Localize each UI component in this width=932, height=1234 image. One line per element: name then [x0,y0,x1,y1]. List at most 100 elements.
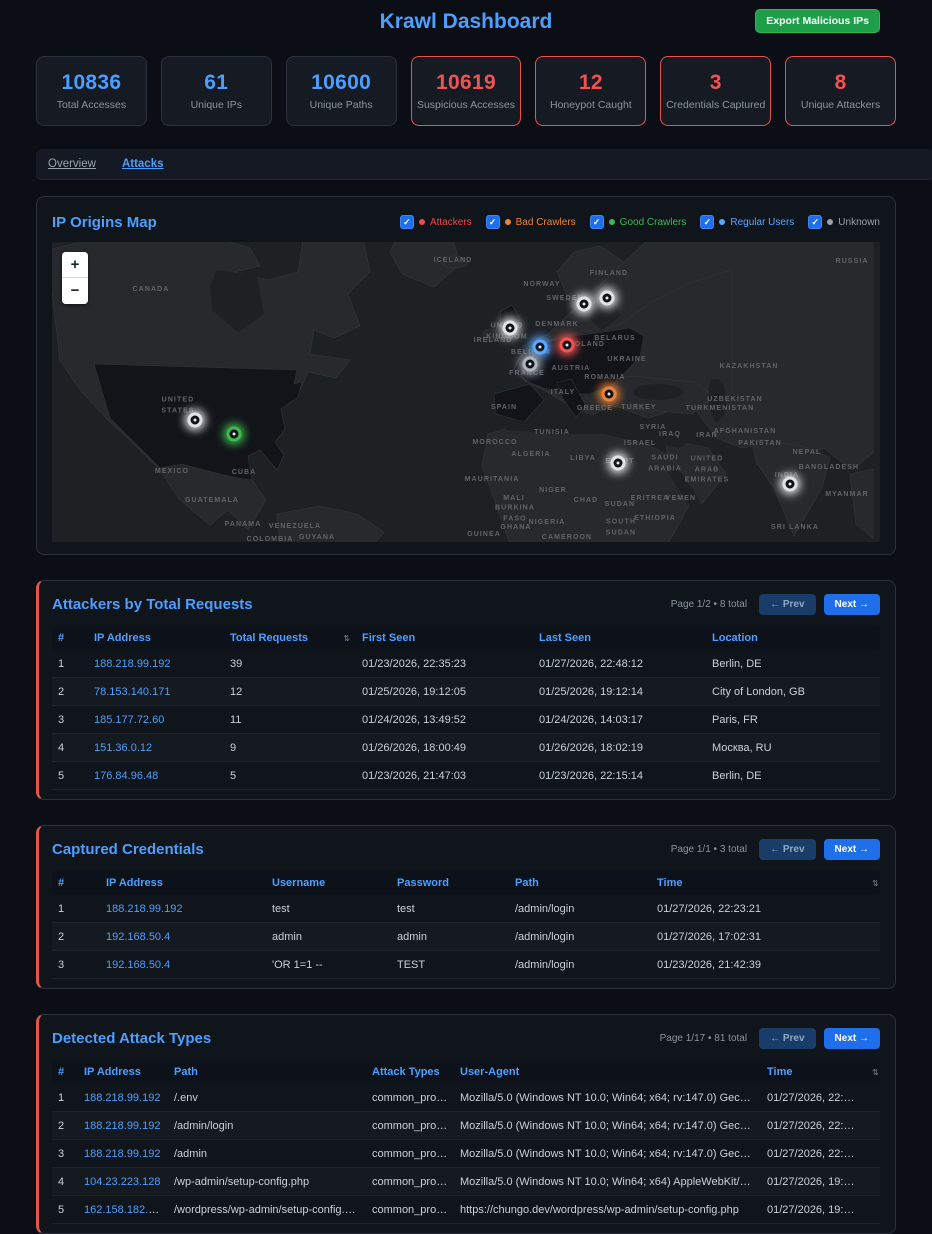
column-header[interactable]: IP Address [94,632,151,644]
user-agent-cell: https://chungo.dev/wordpress/wp-admin/se… [460,1203,739,1216]
stat-label: Unique Attackers [800,99,881,111]
column-header[interactable]: Password [397,877,449,889]
ip-link[interactable]: 176.84.96.48 [94,769,159,782]
stat-label: Honeypot Caught [549,99,632,111]
username-cell: test [272,902,290,915]
row-rank: 3 [58,713,65,726]
map-legend: ✓ Attackers ✓ Bad Crawlers ✓ Good Crawl [399,215,880,229]
table-row: 1 188.218.99.192 /.env common_probes Moz… [52,1084,880,1112]
table-row: 3 188.218.99.192 /admin common_probes Mo… [52,1140,880,1168]
column-header[interactable]: ⇅ [866,879,880,888]
legend-label: Bad Crawlers [515,216,576,228]
map-marker[interactable] [576,296,592,312]
legend-item[interactable]: ✓ Attackers [399,215,472,229]
ip-link[interactable]: 188.218.99.192 [94,657,171,670]
column-header[interactable]: ⇅ [866,1068,880,1077]
map-marker[interactable] [599,290,615,306]
map-marker[interactable] [782,476,798,492]
column-header[interactable]: Attack Types [372,1066,440,1078]
column-header[interactable]: # [58,877,65,889]
total-requests-cell: 5 [230,769,237,782]
column-header[interactable]: Time [657,877,683,889]
path-cell: /admin [174,1147,208,1160]
ip-link[interactable]: 185.177.72.60 [94,713,165,726]
attack-types-next-button[interactable]: Next → [823,1028,880,1049]
column-header[interactable]: First Seen [362,632,416,644]
map-marker[interactable] [601,386,617,402]
zoom-in-button[interactable]: + [62,252,88,278]
legend-item[interactable]: ✓ Unknown [808,215,880,229]
attackers-prev-button[interactable]: ← Prev [759,594,816,615]
ip-link[interactable]: 192.168.50.4 [106,930,171,943]
credentials-section: Captured Credentials Page 1/1 • 3 total … [36,825,896,989]
legend-item[interactable]: ✓ Good Crawlers [589,215,686,229]
ip-link[interactable]: 192.168.50.4 [106,958,171,971]
table-row: 5 176.84.96.48 5 01/23/2026, 21:47:03 01… [52,762,880,790]
table-row: 2 188.218.99.192 /admin/login common_pro… [52,1112,880,1140]
column-header[interactable]: Path [515,877,539,889]
map-marker[interactable] [226,426,242,442]
legend-item[interactable]: ✓ Regular Users [700,215,794,229]
attack-type-cell: common_probes [372,1091,454,1104]
ip-link[interactable]: 188.218.99.192 [84,1147,161,1160]
row-rank: 1 [58,902,65,915]
ip-link[interactable]: 188.218.99.192 [84,1091,161,1104]
tab-attacks[interactable]: Attacks [121,158,164,170]
map-marker[interactable] [532,339,548,355]
total-requests-cell: 11 [230,713,242,726]
column-header[interactable]: IP Address [84,1066,141,1078]
map-marker[interactable] [522,356,538,372]
path-cell: /.env [174,1091,198,1104]
tab-overview[interactable]: Overview [48,158,96,170]
column-header[interactable]: Path [174,1066,198,1078]
row-rank: 1 [58,657,65,670]
legend-checkbox[interactable]: ✓ [399,215,414,229]
column-header[interactable]: Time [767,1066,793,1078]
table-row: 1 188.218.99.192 39 01/23/2026, 22:35:23… [52,650,880,678]
attack-types-prev-button[interactable]: ← Prev [759,1028,816,1049]
column-header[interactable]: # [58,632,65,644]
credentials-prev-button[interactable]: ← Prev [759,839,816,860]
map-marker[interactable] [187,412,203,428]
ip-link[interactable]: 188.218.99.192 [84,1119,161,1132]
zoom-out-button[interactable]: − [62,278,88,304]
legend-checkbox[interactable]: ✓ [700,215,715,229]
column-header[interactable]: IP Address [106,877,163,889]
legend-checkbox[interactable]: ✓ [808,215,823,229]
map-marker[interactable] [610,455,626,471]
row-rank: 1 [58,1091,65,1104]
ip-link[interactable]: 151.36.0.12 [94,741,153,754]
legend-item[interactable]: ✓ Bad Crawlers [485,215,576,229]
legend-checkbox[interactable]: ✓ [589,215,604,229]
stat-card: 3 Credentials Captured [660,56,772,126]
ip-link[interactable]: 188.218.99.192 [106,902,183,915]
column-header[interactable]: Last Seen [539,632,591,644]
ip-link[interactable]: 78.153.140.171 [94,685,171,698]
ip-link[interactable]: 104.23.223.128 [84,1175,161,1188]
stat-label: Unique IPs [190,99,242,111]
first-seen-cell: 01/23/2026, 22:35:23 [362,657,466,670]
password-cell: test [397,902,415,915]
column-header[interactable]: # [58,1066,65,1078]
table-row: 5 162.158.182.104 /wordpress/wp-admin/se… [52,1196,880,1224]
column-header[interactable]: Location [712,632,758,644]
column-header[interactable]: Total Requests ⇅ [230,632,350,644]
legend-checkbox[interactable]: ✓ [485,215,500,229]
row-rank: 2 [58,685,65,698]
total-requests-cell: 39 [230,657,243,670]
user-agent-cell: Mozilla/5.0 (Windows NT 10.0; Win64; x64… [460,1175,761,1188]
map-marker[interactable] [502,320,518,336]
credentials-next-button[interactable]: Next → [823,839,880,860]
stat-card: 10600 Unique Paths [285,56,397,126]
user-agent-cell: Mozilla/5.0 (Windows NT 10.0; Win64; x64… [460,1147,761,1160]
ip-link[interactable]: 162.158.182.104 [84,1203,167,1216]
export-malicious-ips-button[interactable]: Export Malicious IPs [755,9,880,33]
time-cell: 01/27/2026, 19:35:33 [767,1203,866,1216]
last-seen-cell: 01/24/2026, 14:03:17 [539,713,643,726]
map-canvas[interactable]: CANADA UNITED STATES MEXICO CUBA GUATEMALA PA… [52,242,880,542]
attackers-next-button[interactable]: Next → [823,594,880,615]
legend-label: Unknown [838,216,880,228]
column-header[interactable]: User-Agent [460,1066,520,1078]
column-header[interactable]: Username [272,877,326,889]
map-marker[interactable] [559,337,575,353]
